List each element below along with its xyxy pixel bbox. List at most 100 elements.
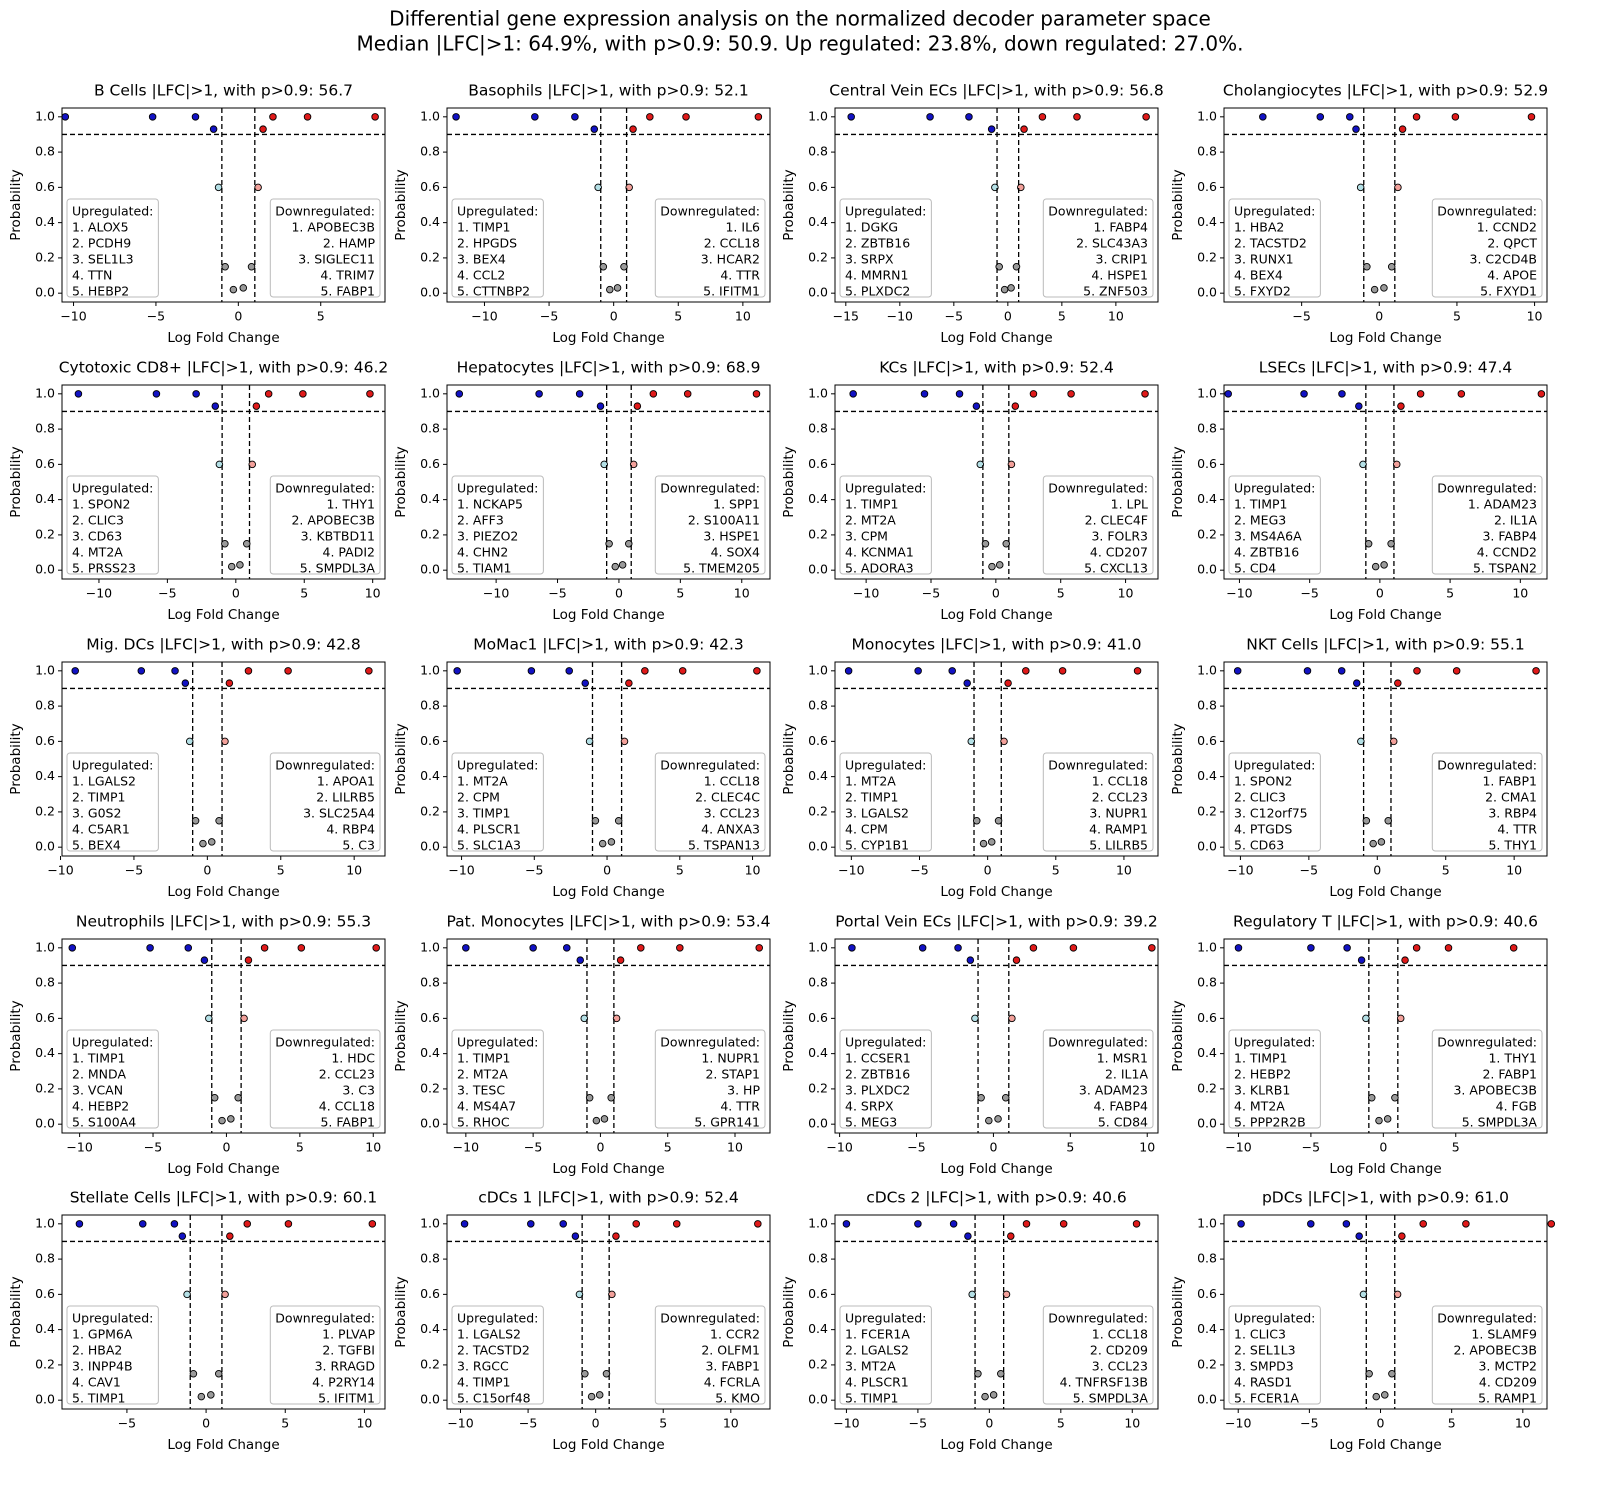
y-tick-label: 0.8	[35, 698, 55, 713]
point	[581, 1369, 589, 1378]
legend-item: 3. HCAR2	[701, 252, 760, 267]
y-tick-label: 0.2	[420, 249, 440, 264]
y-tick-label: 0.8	[420, 421, 440, 436]
point	[252, 402, 261, 410]
panel: Mig. DCs |LFC|>1, with p>0.9: 42.8 Log Fo…	[8, 636, 386, 900]
panel-title: MoMac1 |LFC|>1, with p>0.9: 42.3	[473, 636, 744, 654]
point	[1132, 1220, 1141, 1228]
x-tick-label: 5	[1057, 1416, 1065, 1431]
y-tick-label: 0.2	[35, 526, 55, 541]
legend-item: 4. P2RY14	[312, 1375, 375, 1390]
point	[221, 737, 229, 746]
y-tick-label: 0.4	[1197, 1321, 1217, 1336]
point	[299, 390, 307, 398]
point	[678, 667, 687, 675]
x-tick-label: 0	[615, 586, 623, 601]
legend-item: 2. CLEC4F	[1085, 513, 1148, 528]
legend-item: 2. FABP1	[1482, 1067, 1537, 1082]
legend-item: 1. SPON2	[1234, 774, 1293, 789]
x-tick-label: 0	[1377, 1416, 1385, 1431]
point	[1058, 667, 1067, 675]
y-tick-label: 1.0	[1197, 662, 1217, 677]
legend-item: 1. DGKG	[845, 220, 898, 235]
legend-item: 3. PLXDC2	[845, 1083, 910, 1098]
point	[1067, 390, 1075, 398]
point	[1389, 737, 1398, 746]
y-tick-label: 0.0	[808, 562, 828, 577]
legend-item: 5. CD4	[1234, 561, 1276, 576]
point	[455, 390, 464, 398]
legend-item: 1. SPP1	[713, 497, 760, 512]
point	[1380, 284, 1388, 292]
panel: Pat. Monocytes |LFC|>1, with p>0.9: 53.4…	[393, 913, 771, 1178]
y-tick-label: 0.6	[808, 733, 828, 748]
legend-item: 1. ADAM23	[1468, 497, 1537, 512]
y-tick-label: 0.6	[35, 733, 55, 748]
point	[214, 1369, 223, 1378]
legend-item: 1. THY1	[326, 497, 375, 512]
x-tick-label: 0	[1376, 586, 1384, 601]
legend-item: 5. FXYD1	[1480, 284, 1537, 299]
y-tick-label: 0.8	[1197, 698, 1217, 713]
point	[972, 816, 981, 825]
point	[264, 390, 273, 398]
point	[234, 1093, 242, 1102]
point	[1303, 667, 1312, 675]
x-tick-label: −10	[1226, 586, 1252, 601]
x-tick-label: 0	[592, 1416, 600, 1431]
point	[672, 1220, 681, 1228]
legend-item: 5. ADORA3	[845, 561, 914, 576]
point	[453, 667, 461, 675]
legend-item: 3. INPP4B	[72, 1359, 133, 1374]
legend-item: 5. BEX4	[72, 838, 121, 853]
x-axis-label: Log Fold Change	[1329, 330, 1441, 346]
legend-title: Upregulated:	[72, 204, 153, 219]
x-tick-label: 5	[277, 863, 285, 878]
legend-item: 2. CLEC4C	[695, 790, 760, 805]
legend-title: Downregulated:	[275, 1035, 375, 1050]
point	[1412, 944, 1421, 952]
x-tick-label: 10	[1139, 1140, 1155, 1155]
legend-item: 4. TNFRSF13B	[1060, 1375, 1148, 1390]
point	[571, 1232, 580, 1240]
point	[1451, 113, 1460, 121]
y-tick-label: 1.0	[35, 939, 55, 954]
y-tick-label: 1.0	[35, 1215, 55, 1230]
point	[1416, 390, 1425, 398]
point	[649, 390, 658, 398]
axes-frame	[834, 107, 1159, 303]
legend-item: 4. CD209	[1479, 1375, 1537, 1390]
legend-title: Upregulated:	[72, 1035, 153, 1050]
legend-item: 5. SMPDL3A	[1462, 1115, 1538, 1130]
legend-item: 5. PRSS23	[72, 561, 136, 576]
legend-item: 4. SRPX	[845, 1099, 894, 1114]
legend-title: Upregulated:	[457, 1035, 538, 1050]
x-tick-label: 5	[1446, 586, 1454, 601]
legend-item: 1. CCL18	[1092, 774, 1148, 789]
point	[366, 390, 374, 398]
legend-item: 3. RGCC	[457, 1359, 509, 1374]
y-tick-label: 0.4	[420, 768, 440, 783]
legend-frame	[269, 752, 381, 852]
point	[1388, 1369, 1396, 1378]
x-tick-label: −5	[540, 309, 558, 324]
point	[1398, 1232, 1406, 1240]
legend-title: Downregulated:	[1048, 481, 1148, 496]
point	[1537, 390, 1546, 398]
point	[146, 944, 154, 952]
legend-item: 1. LPL	[1111, 497, 1148, 512]
legend-item: 2. TGFBI	[322, 1343, 375, 1358]
legend-item: 4. ANXA3	[701, 822, 760, 837]
y-tick-label: 0.6	[808, 456, 828, 471]
x-tick-label: 0	[1373, 863, 1381, 878]
point	[1002, 539, 1010, 548]
x-tick-label: 5	[1057, 586, 1065, 601]
legend-frame	[654, 475, 766, 575]
legend-item: 3. MT2A	[845, 1359, 896, 1374]
legend-item: 3. MCTP2	[1478, 1359, 1537, 1374]
legend-item: 2. HBA2	[72, 1343, 122, 1358]
legend-title: Downregulated:	[1437, 1311, 1537, 1326]
